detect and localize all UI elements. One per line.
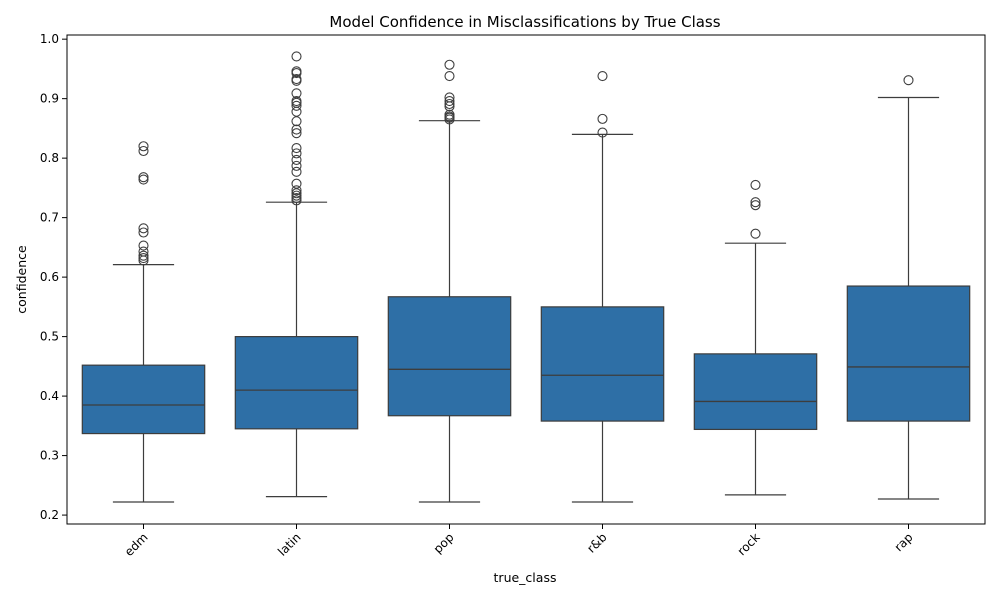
outlier-point xyxy=(444,95,455,107)
x-tick-label: pop xyxy=(431,530,457,556)
outlier-point xyxy=(291,160,302,171)
outlier-point xyxy=(291,128,302,139)
outlier-point xyxy=(291,51,302,62)
outlier-point xyxy=(444,70,455,82)
box-iqr xyxy=(234,336,359,430)
outlier-point xyxy=(291,178,302,189)
outlier-point xyxy=(291,190,302,201)
box-iqr xyxy=(540,306,665,422)
box-group-pop xyxy=(387,59,512,503)
box-group-latin xyxy=(234,51,359,498)
outlier-point xyxy=(444,109,455,120)
x-tick-label: r&b xyxy=(584,530,609,555)
outlier-point xyxy=(444,101,455,112)
y-axis: 0.2 0.3 0.4 0.5 0.6 0.7 0.8 0.9 1.0 xyxy=(40,32,67,522)
outlier-point xyxy=(138,172,149,183)
y-tick-label: 0.3 xyxy=(40,449,59,463)
y-tick-label: 0.5 xyxy=(40,330,59,344)
outlier-point xyxy=(138,145,149,157)
outlier-point xyxy=(138,240,149,251)
outlier-point xyxy=(597,127,608,138)
outlier-point xyxy=(138,174,149,185)
outlier-point xyxy=(903,75,914,86)
outlier-point xyxy=(138,227,149,238)
y-tick-label: 0.9 xyxy=(40,92,59,106)
outlier-point xyxy=(291,154,302,165)
outlier-point xyxy=(291,88,302,99)
box-iqr xyxy=(693,353,818,431)
y-tick-label: 0.2 xyxy=(40,508,59,522)
y-tick-label: 0.7 xyxy=(40,211,59,225)
chart-title: Model Confidence in Misclassifications b… xyxy=(329,13,720,31)
y-axis-label: confidence xyxy=(14,245,29,314)
outlier-point xyxy=(138,253,149,264)
x-tick-label: rap xyxy=(892,530,916,554)
y-tick-label: 0.4 xyxy=(40,389,59,403)
outlier-point xyxy=(597,70,608,82)
plot-frame xyxy=(66,34,986,525)
outlier-point xyxy=(291,66,302,77)
box-iqr xyxy=(846,285,971,422)
box-iqr xyxy=(387,296,512,417)
outlier-point xyxy=(444,59,455,70)
box-iqr xyxy=(81,364,206,435)
y-tick-label: 0.8 xyxy=(40,151,59,165)
outlier-point xyxy=(291,124,302,135)
box-group-r&b xyxy=(540,70,665,503)
box-group-rap xyxy=(846,75,971,500)
outlier-point xyxy=(291,116,302,127)
outlier-point xyxy=(750,228,761,239)
outlier-point xyxy=(444,98,455,110)
x-axis: edm latin pop r&b rock rap xyxy=(122,524,916,559)
outlier-point xyxy=(291,142,302,154)
y-tick-label: 1.0 xyxy=(40,32,59,46)
outlier-point xyxy=(291,185,302,196)
box-group-edm xyxy=(81,141,206,503)
outlier-point xyxy=(138,250,149,261)
outlier-point xyxy=(138,141,149,152)
y-tick-label: 0.6 xyxy=(40,270,59,284)
outlier-point xyxy=(138,223,149,234)
x-tick-label: latin xyxy=(275,530,304,559)
x-axis-label: true_class xyxy=(494,570,557,585)
outlier-point xyxy=(291,195,302,206)
plot-area xyxy=(81,51,971,503)
outlier-point xyxy=(750,179,761,190)
x-tick-label: edm xyxy=(122,530,151,559)
outlier-point xyxy=(444,92,455,103)
outlier-point xyxy=(291,95,302,107)
outlier-point xyxy=(291,166,302,177)
outlier-point xyxy=(291,73,302,85)
outlier-point xyxy=(750,200,761,211)
box-group-rock xyxy=(693,179,818,496)
outlier-point xyxy=(750,197,761,208)
x-tick-label: rock xyxy=(735,530,763,558)
outlier-point xyxy=(291,100,302,111)
outlier-point xyxy=(291,192,302,204)
outlier-point xyxy=(138,246,149,257)
outlier-point xyxy=(597,113,608,124)
outlier-point xyxy=(291,148,302,159)
